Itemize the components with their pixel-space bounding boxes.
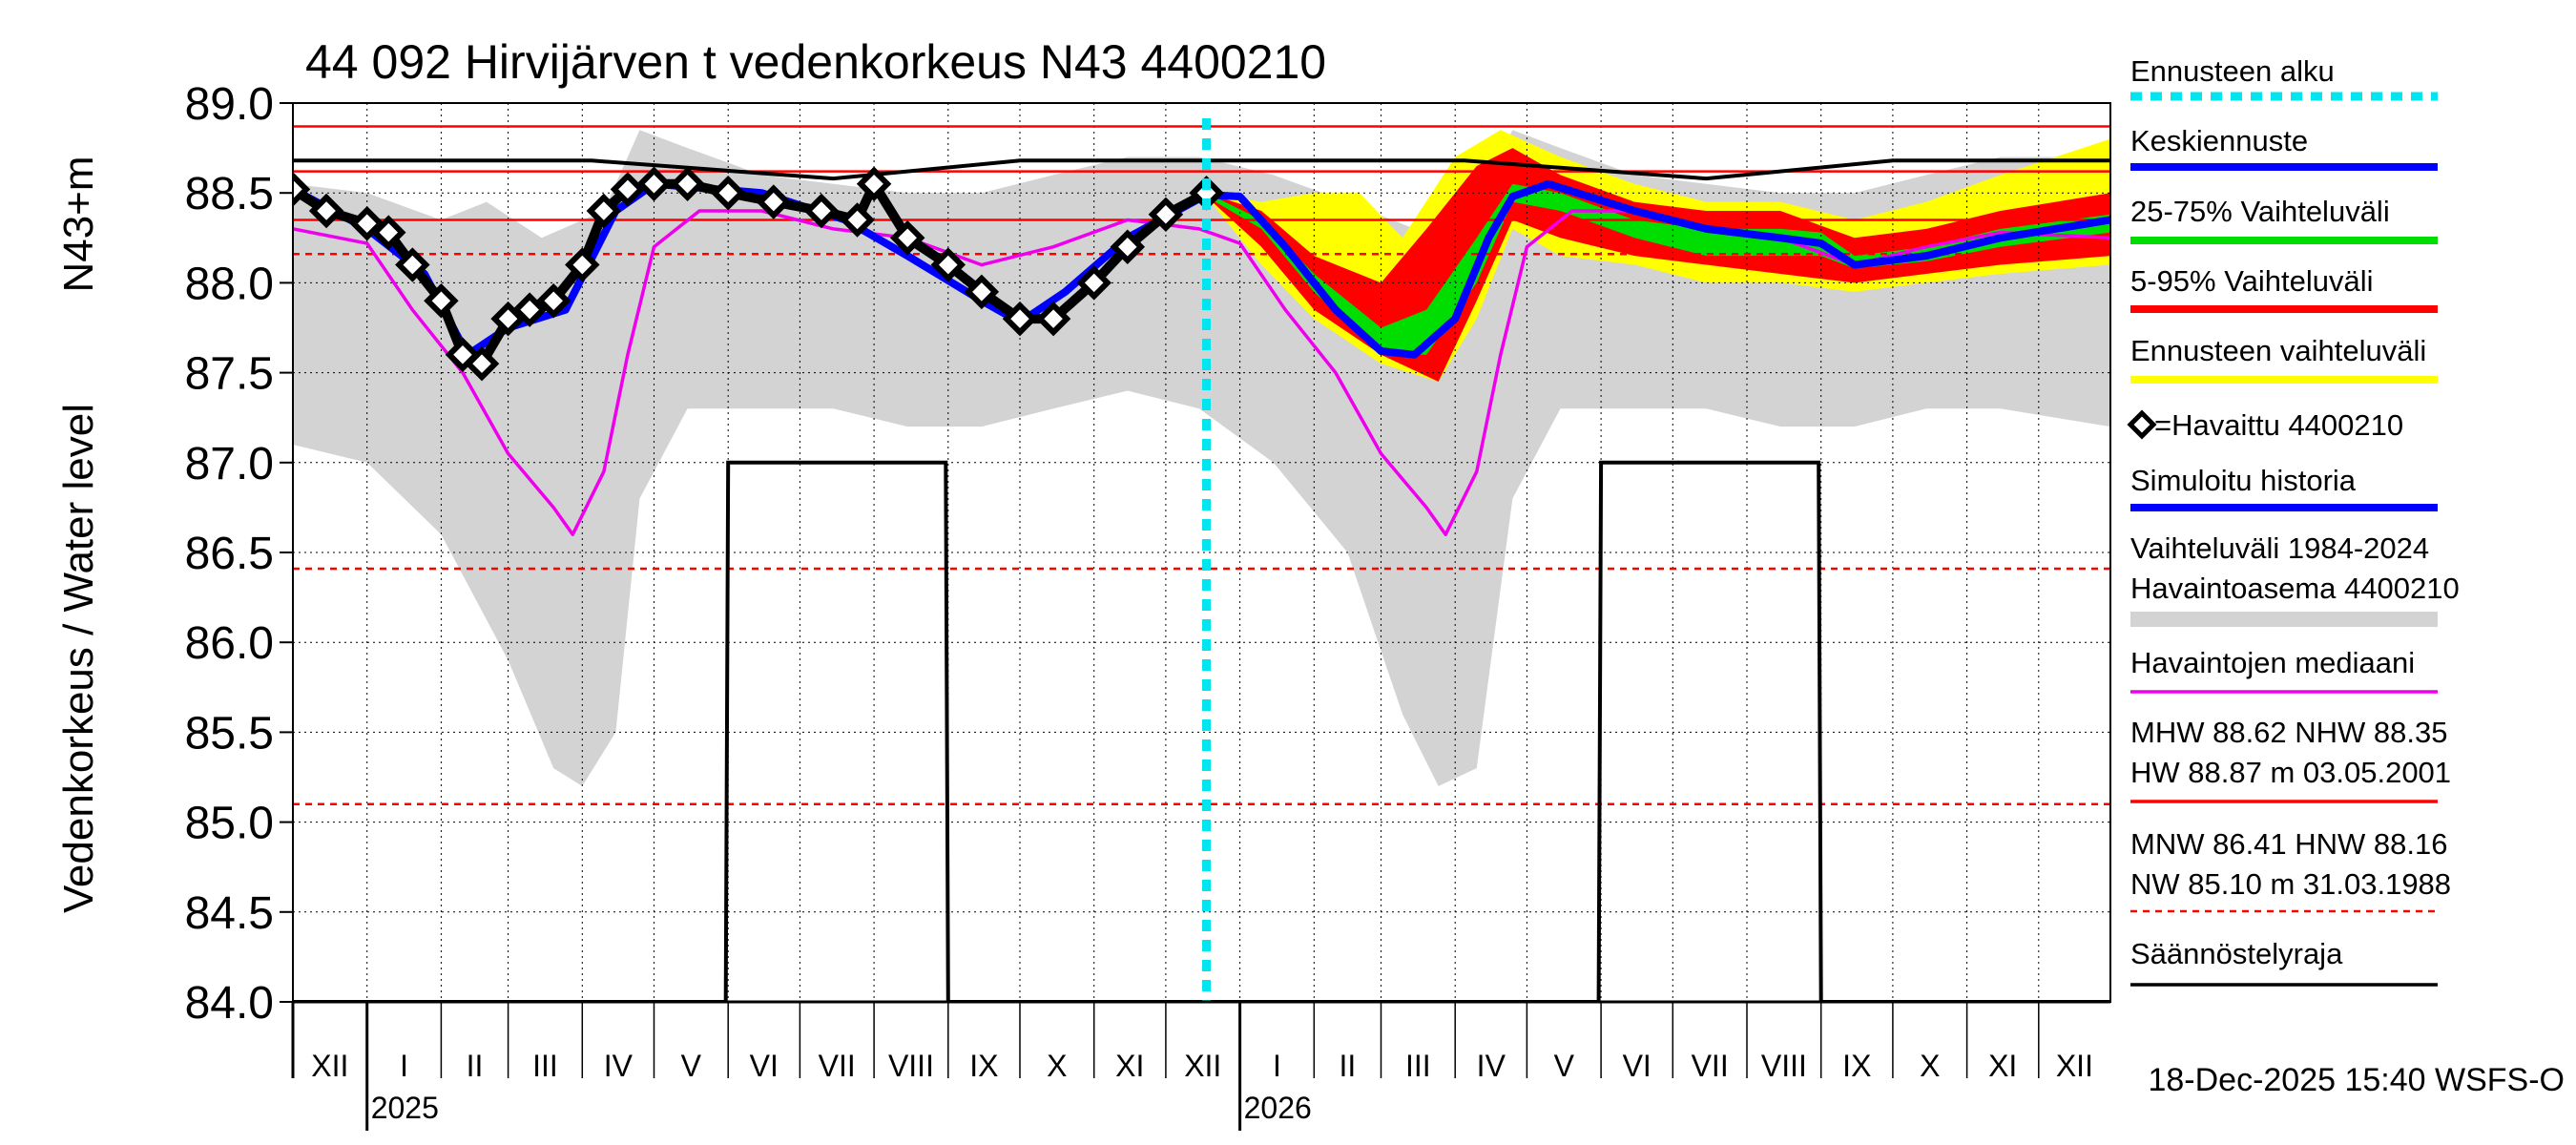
month-label: XII	[311, 1049, 348, 1083]
y-axis-unit-label: N43+m	[55, 156, 102, 292]
legend-s-nn-stelyraja-label: Säännöstelyraja	[2130, 937, 2343, 970]
month-label: III	[532, 1049, 558, 1083]
y-axis-label: Vedenkorkeus / Water level	[55, 404, 102, 913]
observed-point	[889, 220, 925, 256]
timestamp-footer: 18-Dec-2025 15:40 WSFS-O	[2148, 1062, 2565, 1098]
band-25-75-vaihteluv-li	[1206, 183, 2110, 355]
y-tick-label: 85.0	[185, 799, 274, 849]
y-tick-label: 84.0	[185, 978, 274, 1029]
observed-point	[1148, 197, 1184, 233]
observed-point	[636, 166, 672, 202]
axes: 84.0 84.5 85.0 85.5 86.0 86.5 87.0 87.5 88.0 88.5…	[185, 79, 2111, 1131]
observed-point	[371, 215, 406, 250]
observed-point	[293, 172, 311, 207]
year-label: 2025	[371, 1091, 439, 1125]
legend-ennusteen-vaihteluv-li-label: Ennusteen vaihteluväli	[2130, 334, 2426, 367]
legend-mhw-88-62-nhw-88-35-label2: HW 88.87 m 03.05.2001	[2130, 756, 2451, 789]
month-label: I	[1273, 1049, 1281, 1083]
month-label: IV	[604, 1049, 634, 1083]
observed-point	[710, 175, 746, 211]
observed-point	[395, 247, 430, 282]
legend-keskiennuste-label: Keskiennuste	[2130, 124, 2308, 157]
month-label: VIII	[1761, 1049, 1807, 1083]
month-label: I	[400, 1049, 408, 1083]
observed-point	[511, 292, 548, 327]
y-tick-label: 89.0	[185, 79, 274, 130]
month-label: VIII	[888, 1049, 934, 1083]
legend-havaittu-4400210-marker	[2127, 409, 2157, 440]
observed-point	[1110, 229, 1146, 264]
line-keskiennuste	[1206, 179, 2110, 359]
legend-ennusteen-alku-label: Ennusteen alku	[2130, 54, 2335, 88]
month-label: X	[1920, 1049, 1940, 1083]
y-tick-label: 87.0	[185, 439, 274, 489]
observed-point	[464, 345, 500, 382]
y-tick-label: 88.0	[185, 259, 274, 309]
legend-vaihteluv-li-1984-2024-label2: Havaintoasema 4400210	[2130, 572, 2460, 605]
month-label: IX	[1842, 1049, 1871, 1083]
observed-point	[586, 193, 622, 229]
observed-point	[610, 172, 646, 207]
y-tick-label: 88.5	[185, 169, 274, 219]
legend-havaintojen-mediaani-label: Havaintojen mediaani	[2130, 646, 2415, 679]
legend-mnw-86-41-hnw-88-16-label: MNW 86.41 HNW 88.16	[2130, 827, 2448, 861]
observed-point	[964, 274, 1000, 310]
month-label: V	[681, 1049, 702, 1083]
observed-point	[856, 166, 892, 202]
month-label: II	[1340, 1049, 1357, 1083]
observed-point	[1002, 301, 1038, 337]
month-label: VII	[1692, 1049, 1729, 1083]
observed-point	[424, 282, 459, 319]
month-label: VII	[819, 1049, 856, 1083]
month-label: XI	[1115, 1049, 1144, 1083]
legend-mnw-86-41-hnw-88-16-label2: NW 85.10 m 31.03.1988	[2130, 867, 2451, 901]
month-label: III	[1405, 1049, 1431, 1083]
month-label: XI	[1988, 1049, 2017, 1083]
month-label: XII	[2056, 1049, 2093, 1083]
regulation-upper-line	[293, 158, 2110, 181]
month-label: XII	[1184, 1049, 1221, 1083]
observed-point	[756, 184, 792, 219]
legend-havaittu-4400210-label: =Havaittu 4400210	[2154, 408, 2403, 442]
month-label: II	[467, 1049, 484, 1083]
month-label: IX	[969, 1049, 998, 1083]
y-tick-label: 86.5	[185, 529, 274, 579]
legend-simuloitu-historia-label: Simuloitu historia	[2130, 464, 2357, 497]
plot-content	[293, 103, 2110, 1002]
chart-title: 44 092 Hirvijärven t vedenkorkeus N43 44…	[305, 35, 1326, 89]
legend-vaihteluv-li-1984-2024-label: Vaihteluväli 1984-2024	[2130, 531, 2429, 565]
legend-mhw-88-62-nhw-88-35-label: MHW 88.62 NHW 88.35	[2130, 716, 2448, 749]
observed-point	[1035, 301, 1071, 337]
legend-25-75-vaihteluv-li-label: 25-75% Vaihteluväli	[2130, 195, 2390, 228]
observed-point	[670, 166, 705, 202]
y-tick-label: 84.5	[185, 888, 274, 939]
observed-point	[1076, 265, 1111, 301]
observed-point	[308, 193, 344, 229]
observed-point	[803, 193, 840, 229]
legend: Ennusteen alku Keskiennuste 25-75% Vaihtel…	[2127, 54, 2460, 987]
month-label: X	[1047, 1049, 1067, 1083]
y-tick-label: 87.5	[185, 349, 274, 400]
month-label: VI	[1623, 1049, 1652, 1083]
observed-point	[535, 282, 571, 319]
y-tick-label: 85.5	[185, 708, 274, 759]
month-label: IV	[1477, 1049, 1506, 1083]
legend-5-95-vaihteluv-li-label: 5-95% Vaihteluväli	[2130, 264, 2373, 298]
plot-area	[293, 103, 2110, 1002]
month-label: VI	[750, 1049, 779, 1083]
regulation-lower-line	[293, 460, 2110, 1002]
month-label: V	[1554, 1049, 1575, 1083]
band-vaihteluv-li-1984-2024	[293, 130, 2110, 786]
y-tick-label: 86.0	[185, 618, 274, 669]
observed-point	[930, 247, 966, 282]
observed-point	[565, 247, 600, 282]
observed-point	[840, 202, 875, 238]
year-label: 2026	[1244, 1091, 1312, 1125]
